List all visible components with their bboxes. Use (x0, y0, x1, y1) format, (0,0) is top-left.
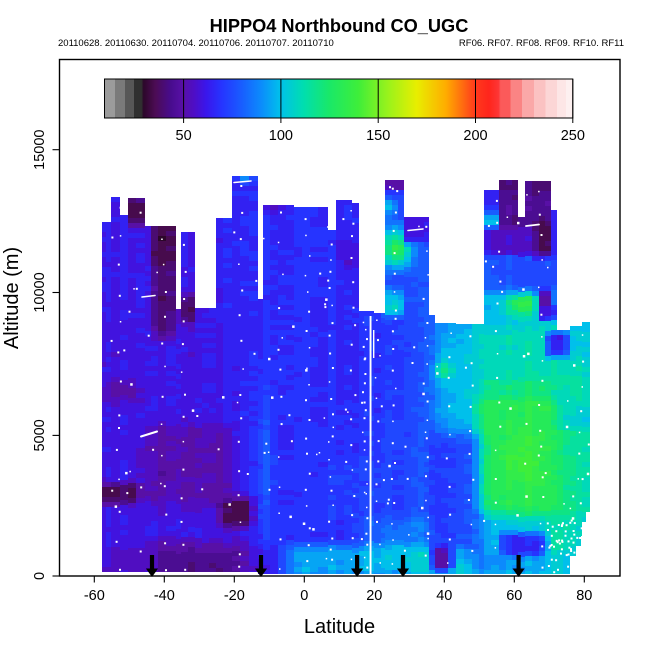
svg-text:80: 80 (576, 588, 592, 604)
svg-text:15000: 15000 (32, 130, 48, 170)
svg-text:250: 250 (561, 128, 585, 144)
svg-text:20: 20 (366, 588, 382, 604)
svg-text:40: 40 (436, 588, 452, 604)
svg-text:0: 0 (32, 572, 48, 580)
svg-text:-60: -60 (84, 588, 105, 604)
svg-text:150: 150 (366, 128, 390, 144)
svg-text:50: 50 (176, 128, 192, 144)
svg-text:5000: 5000 (32, 419, 48, 451)
svg-text:0: 0 (300, 588, 308, 604)
svg-text:-40: -40 (154, 588, 175, 604)
svg-text:100: 100 (269, 128, 293, 144)
svg-text:10000: 10000 (32, 272, 48, 312)
svg-text:-20: -20 (224, 588, 245, 604)
svg-text:200: 200 (463, 128, 487, 144)
svg-text:60: 60 (506, 588, 522, 604)
